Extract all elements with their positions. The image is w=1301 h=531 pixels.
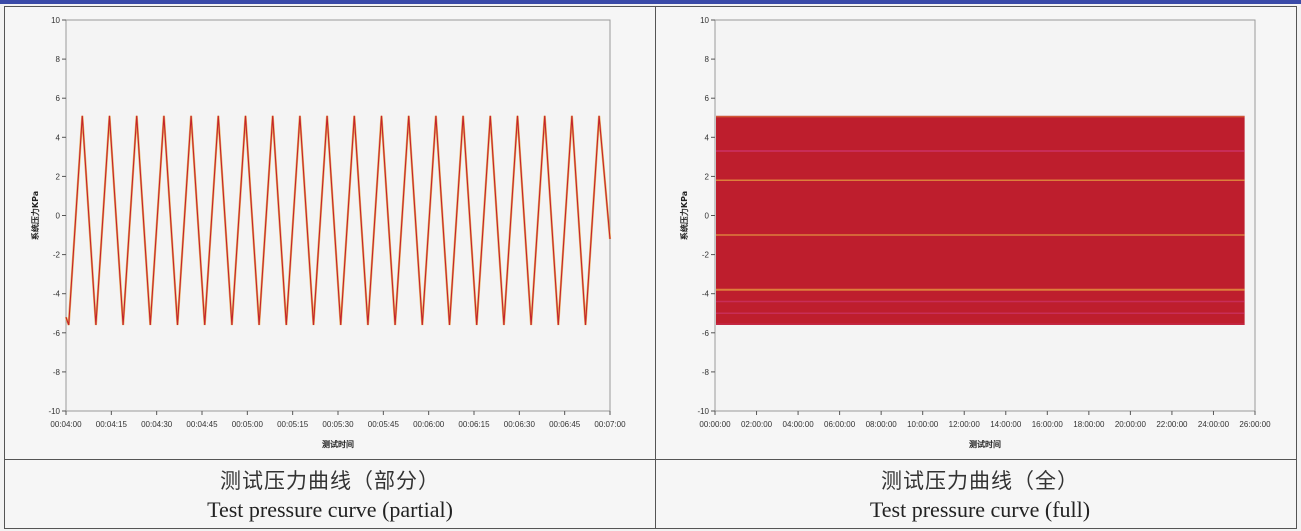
partial-chart-caption: 测试压力曲线（部分） Test pressure curve (partial) [6, 461, 654, 527]
y-tick-label: -4 [53, 290, 61, 299]
x-tick-label: 00:05:15 [277, 420, 309, 429]
full-chart-caption: 测试压力曲线（全） Test pressure curve (full) [656, 461, 1301, 527]
x-tick-label: 00:06:45 [549, 420, 581, 429]
row-divider [4, 459, 1297, 460]
y-tick-label: -6 [702, 329, 710, 338]
pressure-band [716, 115, 1245, 325]
top-border-bar [0, 0, 1301, 4]
y-tick-label: 8 [705, 55, 710, 64]
partial-pressure-chart: 10 8 6 4 2 0 -2 -4 -6 -8 -10 00:04:00 00:04:15 00:04:… [6, 8, 652, 458]
x-axis-title: 测试时间 [322, 439, 354, 449]
y-tick-label: -10 [48, 407, 60, 416]
x-axis-title: 测试时间 [969, 439, 1001, 449]
x-tick-label: 04:00:00 [783, 420, 815, 429]
y-tick-label: 6 [705, 94, 710, 103]
y-tick-label: 0 [705, 212, 710, 221]
x-tick-label: 00:07:00 [594, 420, 626, 429]
y-tick-label: -2 [702, 251, 710, 260]
y-tick-label: 2 [705, 172, 710, 181]
x-tick-label: 06:00:00 [824, 420, 856, 429]
x-tick-label: 00:06:30 [504, 420, 536, 429]
y-tick-label: 6 [56, 94, 61, 103]
x-tick-label: 00:04:45 [186, 420, 218, 429]
x-tick-label: 26:00:00 [1239, 420, 1271, 429]
x-tick-label: 10:00:00 [907, 420, 939, 429]
x-tick-label: 16:00:00 [1032, 420, 1064, 429]
x-tick-label: 00:04:15 [96, 420, 128, 429]
y-tick-label: 4 [56, 133, 61, 142]
y-tick-label: -2 [53, 251, 61, 260]
x-tick-label: 00:05:45 [368, 420, 400, 429]
y-tick-label: -4 [702, 290, 710, 299]
y-axis-title: 系统压力KPa [679, 191, 689, 240]
y-tick-label: -10 [697, 407, 709, 416]
x-tick-label: 18:00:00 [1073, 420, 1105, 429]
y-tick-label: 10 [51, 16, 60, 25]
y-tick-label: -8 [702, 368, 710, 377]
x-tick-label: 00:04:30 [141, 420, 173, 429]
x-tick-label: 14:00:00 [990, 420, 1022, 429]
x-tick-label: 20:00:00 [1115, 420, 1147, 429]
x-tick-label: 24:00:00 [1198, 420, 1230, 429]
y-tick-label: 4 [705, 133, 710, 142]
x-tick-label: 00:00:00 [699, 420, 731, 429]
caption-english-full: Test pressure curve (full) [869, 497, 1091, 522]
plot-area [65, 19, 611, 412]
x-tick-label: 00:05:30 [322, 420, 354, 429]
x-tick-label: 12:00:00 [949, 420, 981, 429]
x-tick-label: 00:06:15 [458, 420, 490, 429]
full-chart-svg: 10 8 6 4 2 0 -2 -4 -6 -8 -10 00:00:00 02:00:00 04:00:… [679, 16, 1271, 449]
y-tick-label: 2 [56, 172, 61, 181]
x-tick-label: 00:06:00 [413, 420, 445, 429]
y-tick-label: -8 [53, 368, 61, 377]
caption-english-partial: Test pressure curve (partial) [207, 497, 453, 522]
full-pressure-chart: 10 8 6 4 2 0 -2 -4 -6 -8 -10 00:00:00 02:00:00 04:00:… [658, 8, 1301, 458]
x-tick-label: 08:00:00 [866, 420, 898, 429]
x-tick-label: 00:04:00 [50, 420, 82, 429]
y-tick-label: 10 [700, 16, 709, 25]
partial-chart-svg: 10 8 6 4 2 0 -2 -4 -6 -8 -10 00:04:00 00:04:15 00:04:… [30, 16, 626, 449]
column-divider [655, 6, 656, 529]
y-axis-title: 系统压力KPa [30, 191, 40, 240]
y-tick-label: 0 [56, 212, 61, 221]
caption-chinese-partial: 测试压力曲线（部分） [220, 469, 440, 493]
pressure-line [65, 115, 611, 326]
y-tick-label: -6 [53, 329, 61, 338]
caption-chinese-full: 测试压力曲线（全） [881, 469, 1079, 493]
y-tick-label: 8 [56, 55, 61, 64]
x-tick-label: 00:05:00 [232, 420, 264, 429]
x-tick-label: 02:00:00 [741, 420, 773, 429]
x-tick-label: 22:00:00 [1156, 420, 1188, 429]
